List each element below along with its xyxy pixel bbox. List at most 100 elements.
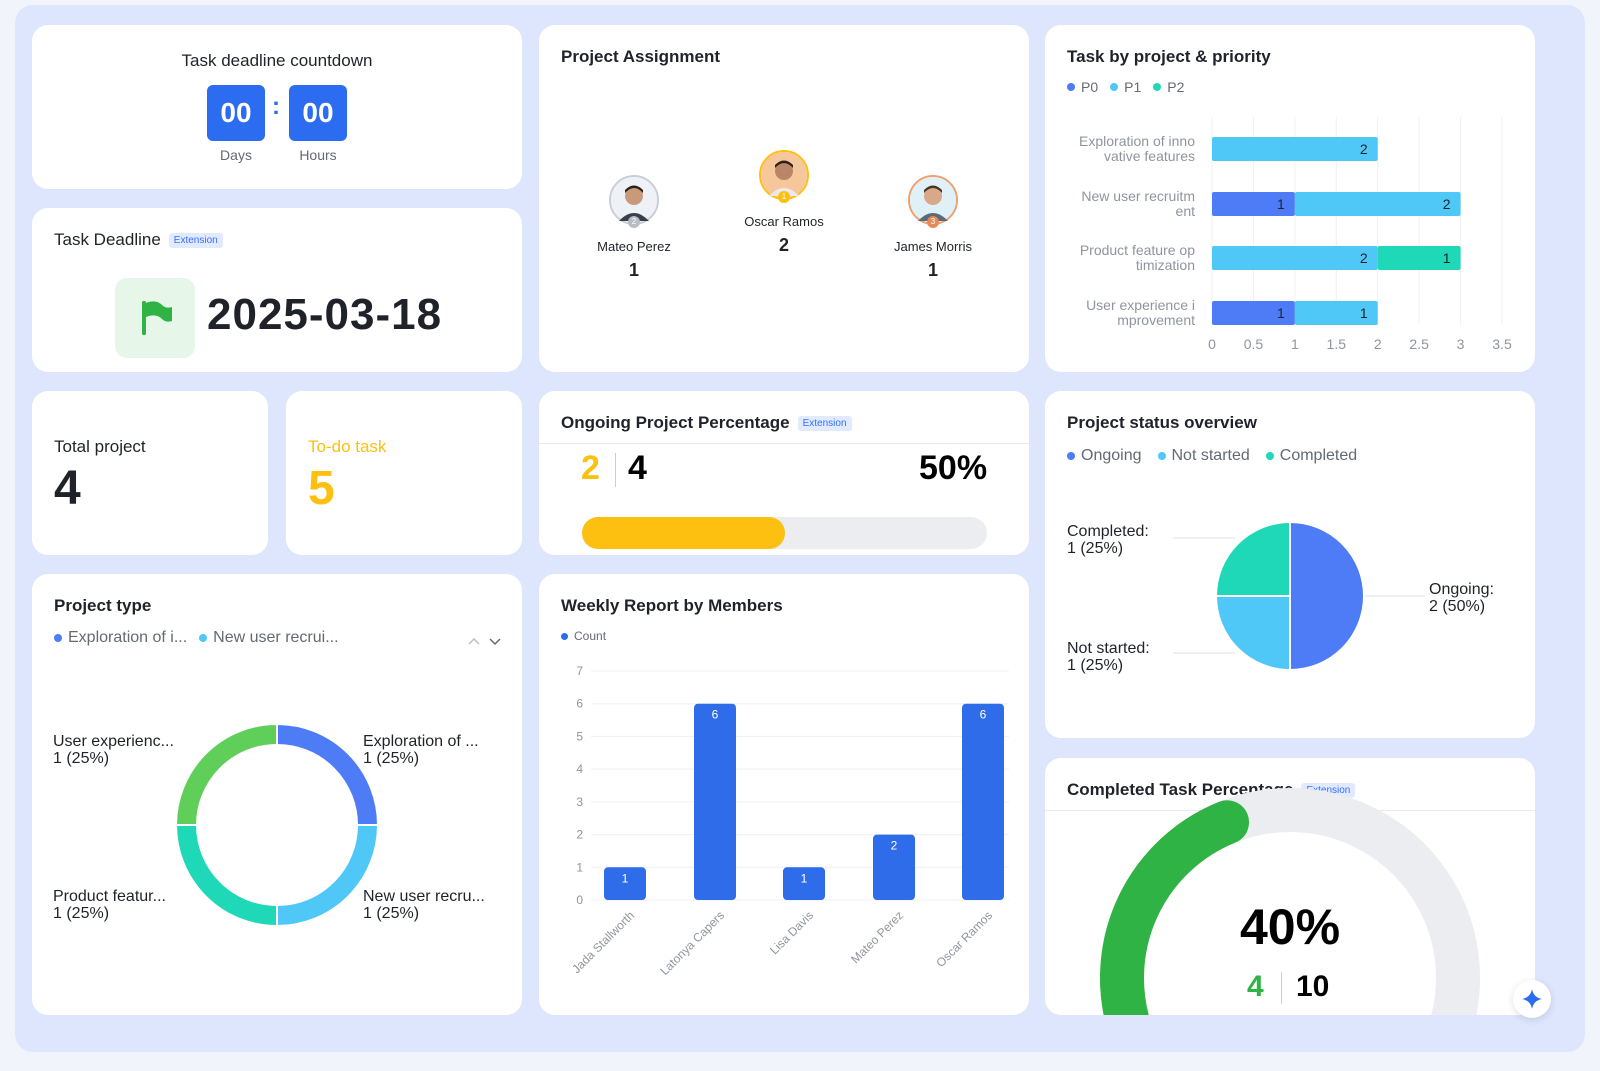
y-tick-label: 7 [576, 664, 583, 678]
separator [1281, 972, 1282, 1004]
x-tick-label: 3.5 [1492, 336, 1512, 352]
slice-value: 2 (50%) [1429, 598, 1485, 615]
category-label: vative features [1104, 148, 1195, 164]
legend-count[interactable]: Count [561, 629, 606, 643]
assignee-mateo-perez[interactable]: 2 Mateo Perez 1 [564, 175, 704, 281]
countdown-card: Task deadline countdown 00 : 00 Days Hou… [32, 25, 522, 189]
status-pie-chart: Ongoing:2 (50%)Not started:1 (25%)Comple… [1067, 520, 1494, 674]
legend-new-user[interactable]: New user recrui... [199, 629, 339, 647]
legend-label: Not started [1171, 447, 1250, 464]
task-priority-title: Task by project & priority [1067, 47, 1271, 66]
ai-assistant-button[interactable] [1513, 980, 1551, 1018]
legend-p1[interactable]: P1 [1110, 79, 1141, 95]
total-tasks: 10 [1296, 970, 1330, 1003]
extension-badge: Extension [797, 416, 852, 431]
assignee-oscar-ramos[interactable]: 1 Oscar Ramos 2 [714, 150, 854, 256]
todo-task-value: 5 [308, 462, 335, 515]
data-label: 2 [1443, 196, 1451, 212]
avatar: 3 [908, 175, 958, 228]
slice-value: 1 (25%) [363, 750, 419, 767]
slice-label: Ongoing: [1429, 581, 1494, 598]
category-label: mprovement [1117, 312, 1195, 328]
divider [539, 443, 1029, 444]
legend-p2[interactable]: P2 [1153, 79, 1184, 95]
chevron-up-icon[interactable] [468, 637, 480, 645]
donut-slice [174, 824, 278, 928]
ongoing-title-text: Ongoing Project Percentage [561, 413, 790, 432]
project-type-title: Project type [54, 596, 152, 615]
legend-ongoing[interactable]: Ongoing [1067, 447, 1142, 465]
legend-label: Ongoing [1081, 447, 1142, 464]
completed-gauge [1100, 788, 1480, 1015]
slice-value: 1 (25%) [53, 750, 109, 767]
x-tick-label: Lisa Davis [767, 908, 816, 957]
bar [962, 703, 1004, 900]
person-avatar-icon [611, 177, 657, 223]
x-tick-label: Oscar Ramos [933, 908, 995, 970]
project-assignment-card: Project Assignment 2 Mateo Perez 1 1 Osc… [539, 25, 1029, 372]
bar-segment [1294, 192, 1461, 216]
countdown-hours-label: Hours [299, 147, 337, 163]
bar-segment [1294, 301, 1378, 325]
legend-dot [1157, 452, 1166, 460]
y-tick-label: 0 [576, 893, 583, 907]
deadline-card: Task Deadline Extension 2025-03-18 [32, 208, 522, 372]
legend-pager [468, 637, 501, 646]
legend-p0[interactable]: P0 [1067, 79, 1098, 95]
slice-value: 1 (25%) [1067, 657, 1123, 674]
legend-dot [54, 634, 62, 642]
data-label: 1 [1277, 196, 1285, 212]
y-tick-label: 5 [576, 729, 583, 743]
assignee-james-morris[interactable]: 3 James Morris 1 [863, 175, 1003, 281]
ongoing-title: Ongoing Project Percentage Extension [561, 413, 852, 433]
data-label: 1 [801, 871, 808, 885]
pie-slice [1214, 520, 1291, 597]
assignee-count: 2 [778, 235, 789, 255]
assignee-count: 1 [628, 260, 639, 280]
bar-segment [1377, 246, 1461, 270]
legend-not-started[interactable]: Not started [1157, 447, 1250, 465]
legend-completed[interactable]: Completed [1265, 447, 1357, 465]
data-label: 6 [712, 708, 719, 722]
priority-bar-chart: 0 0.5 1 1.5 2 2.5 3 3.5 Exploration of innovativ… [1079, 117, 1512, 352]
deadline-title-text: Task Deadline [54, 230, 161, 249]
gauge-fill [1100, 800, 1250, 1015]
avatar: 2 [609, 175, 659, 228]
total-project-card: Total project 4 [32, 391, 268, 555]
legend-dot [1110, 83, 1119, 91]
ongoing-percent: 50% [919, 449, 988, 487]
todo-task-card: To-do task 5 [286, 391, 522, 555]
slice-label: New user recru... [363, 888, 485, 905]
chevron-down-icon[interactable] [489, 638, 501, 646]
assignee-name: Oscar Ramos [744, 214, 824, 229]
x-tick-label: Jada Stallworth [569, 908, 637, 976]
slice-value: 1 (25%) [363, 905, 419, 922]
assignee-name: James Morris [893, 239, 972, 254]
bar-segment [1212, 301, 1295, 325]
flag-icon [115, 278, 195, 358]
y-tick-label: 1 [576, 860, 583, 874]
ongoing-count: 2 [581, 449, 600, 487]
bar-segment [1212, 192, 1295, 216]
project-type-card: Project type Exploration of i... New use… [32, 574, 522, 1015]
ongoing-progress-fill [582, 517, 785, 549]
deadline-date: 2025-03-18 [207, 290, 443, 339]
legend-exploration[interactable]: Exploration of i... [54, 629, 187, 647]
data-label: 2 [891, 839, 898, 853]
weekly-report-title: Weekly Report by Members [561, 596, 783, 615]
total-project-label: Total project [54, 437, 146, 456]
deadline-title: Task Deadline Extension [54, 230, 223, 250]
slice-label: Exploration of ... [363, 733, 479, 750]
data-label: 2 [1360, 141, 1368, 157]
rank-badge: 3 [927, 216, 939, 228]
pie-slice [1289, 520, 1365, 672]
legend-label: P2 [1167, 79, 1185, 95]
y-tick-label: 2 [576, 828, 583, 842]
legend-dot [199, 634, 208, 642]
bar-segment [1212, 137, 1378, 161]
legend-label: P1 [1124, 79, 1142, 95]
flag-icon-graphic [142, 301, 172, 335]
project-status-card: Project status overview Ongoing Not star… [1045, 391, 1535, 738]
category-label: New user recruitm [1081, 188, 1195, 204]
x-tick-label: 1 [1291, 336, 1299, 352]
